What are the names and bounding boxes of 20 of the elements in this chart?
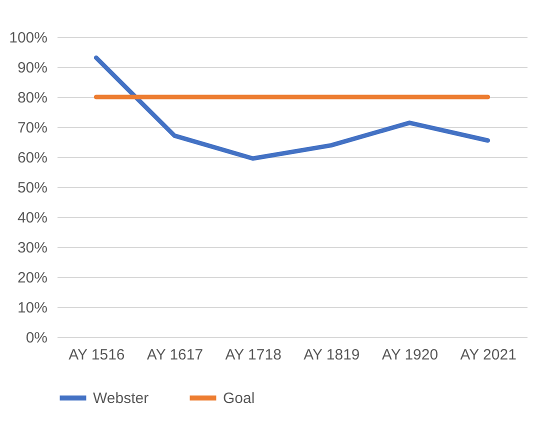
- y-tick-label: 70%: [17, 120, 48, 136]
- x-tick-label: AY 1617: [146, 346, 204, 364]
- x-tick-label: AY 1819: [304, 346, 360, 364]
- x-tick-label: AY 1920: [382, 346, 438, 364]
- line-series: [94, 55, 490, 161]
- y-tick-label: 50%: [17, 180, 48, 196]
- y-tick-label: 30%: [17, 240, 48, 256]
- y-tick-label: 20%: [17, 270, 48, 286]
- y-tick-label: 100%: [9, 30, 48, 46]
- x-tick-label: AY 2021: [460, 346, 516, 364]
- y-tick-label: 0%: [26, 330, 48, 346]
- legend-label: Webster: [93, 390, 149, 407]
- x-tick-label: AY 1516: [68, 346, 125, 364]
- y-tick-label: 90%: [17, 60, 48, 76]
- y-tick-label: 10%: [17, 300, 48, 316]
- x-tick-label: AY 1718: [225, 346, 282, 364]
- y-tick-label: 60%: [17, 150, 48, 166]
- y-tick-label: 40%: [17, 210, 48, 226]
- y-tick-label: 80%: [17, 90, 48, 106]
- legend-label: Goal: [223, 390, 255, 407]
